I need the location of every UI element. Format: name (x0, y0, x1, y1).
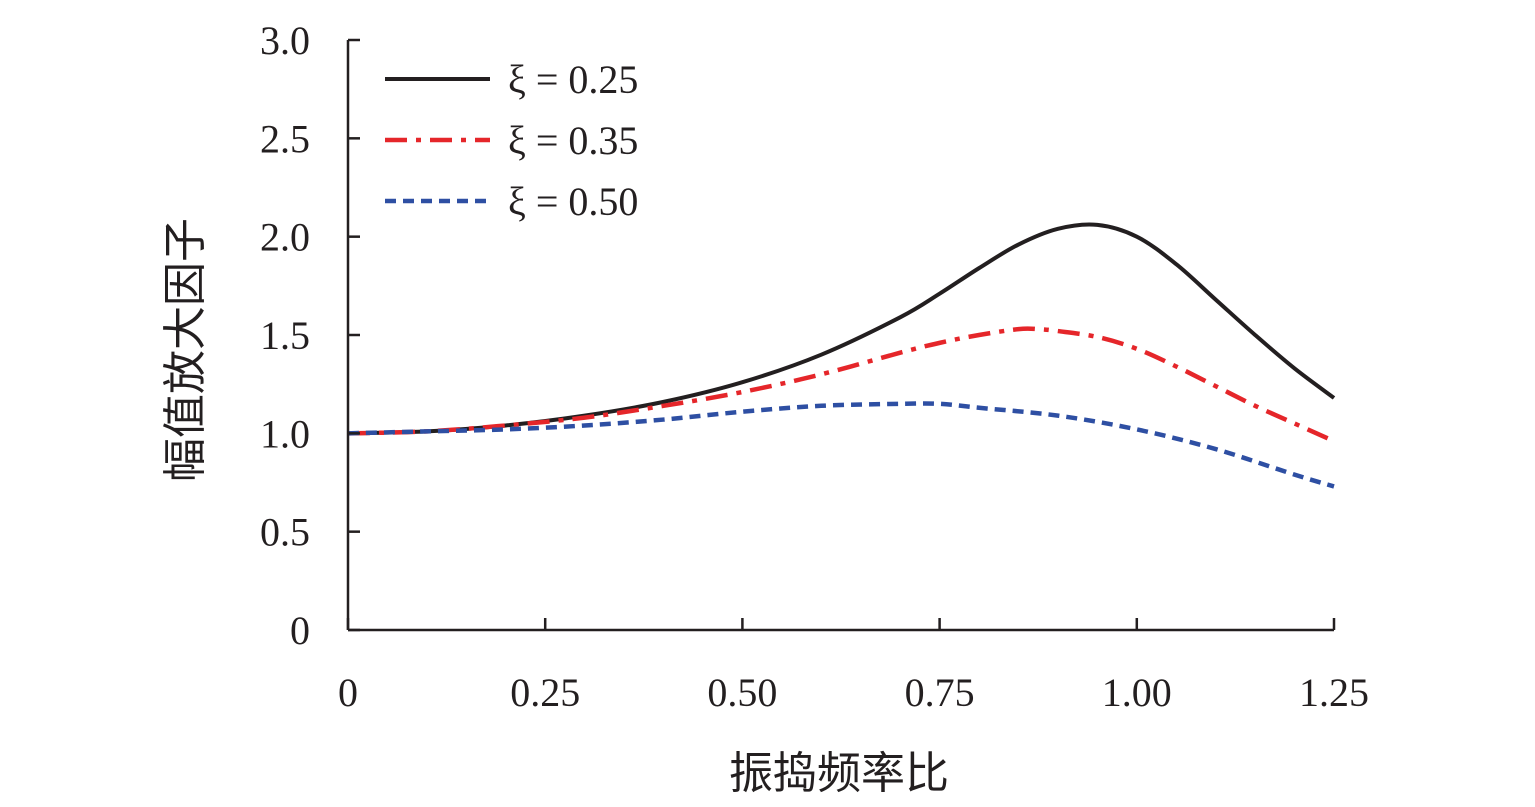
legend-label-xi-025: ξ = 0.25 (508, 57, 638, 102)
y-tick-label: 1.5 (260, 313, 310, 358)
series-line-xi-050 (347, 401, 1335, 489)
x-tick-label: 0.50 (707, 670, 777, 715)
series-line-xi-025 (347, 222, 1336, 436)
x-tick-label: 0.25 (510, 670, 580, 715)
y-tick-label: 0.5 (260, 510, 310, 555)
legend-label-xi-035: ξ = 0.35 (508, 118, 638, 163)
x-axis-title: 振捣频率比 (729, 749, 949, 798)
y-tick-label: 3.0 (260, 18, 310, 63)
x-tick-label: 1.25 (1299, 670, 1369, 715)
y-tick-label: 1.0 (260, 411, 310, 456)
x-tick-label: 1.00 (1102, 670, 1172, 715)
legend-label-xi-050: ξ = 0.50 (508, 179, 638, 224)
x-tick-label: 0.75 (905, 670, 975, 715)
legend: ξ = 0.25 ξ = 0.35 ξ = 0.50 (385, 57, 638, 224)
series-layer (347, 222, 1336, 489)
y-tick-label: 2.5 (260, 116, 310, 161)
series-line-xi-035 (347, 326, 1335, 444)
x-tick-label: 0 (338, 670, 358, 715)
y-axis-title: 幅值放大因子 (161, 218, 210, 482)
axes: 0 0.5 1.0 1.5 2.0 2.5 3.0 0 0.25 0.50 0.75 1.00 1.25 (260, 18, 1369, 715)
y-tick-label: 0 (290, 608, 310, 653)
y-tick-label: 2.0 (260, 215, 310, 260)
